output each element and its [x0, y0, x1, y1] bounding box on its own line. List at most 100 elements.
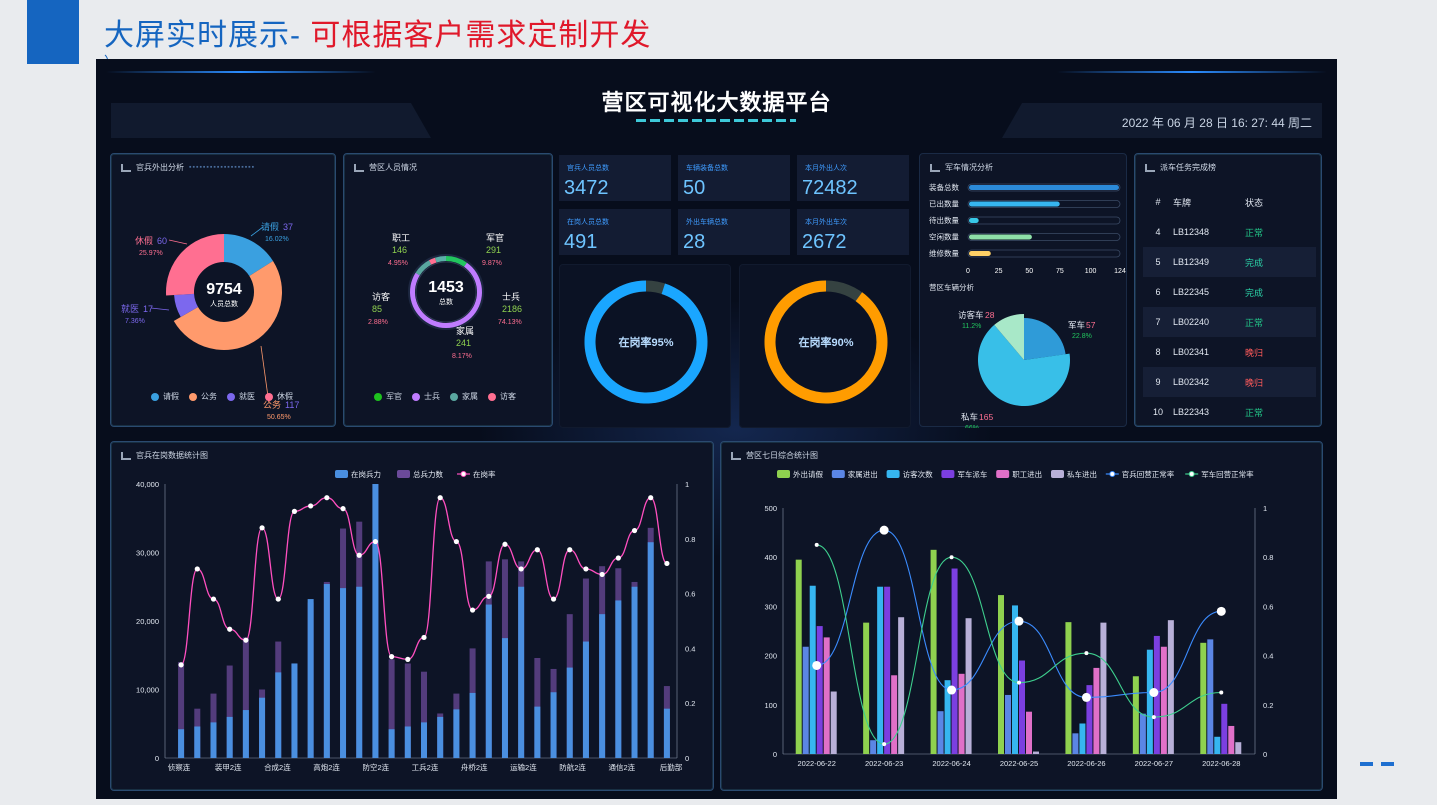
outing-legend-item-2[interactable]: 就医	[227, 391, 255, 402]
rate-point-a-25	[583, 566, 589, 572]
legend-swatch-b-0	[777, 470, 790, 478]
outing-legend: 请假 公务 就医 休假	[151, 391, 293, 402]
y-tick-label-a: 10,000	[136, 686, 159, 695]
bar-b-4-3	[1086, 685, 1093, 754]
outing-slice-3	[166, 234, 224, 296]
bar-onduty-20	[501, 638, 508, 758]
cell-no: 10	[1152, 407, 1163, 417]
gauge-label-1: 在岗率90%	[798, 335, 853, 349]
bar-b-4-4	[1093, 667, 1100, 754]
vehicle-pie-pct-2: 11.2%	[962, 323, 981, 330]
title-deco-dots: ▪▪▪▪▪▪▪▪▪▪▪▪▪▪▪▪▪▪▪	[189, 164, 256, 171]
table-row[interactable]: 10 LB22343 正常	[1143, 397, 1316, 427]
y-tick-label-b: 100	[764, 701, 777, 710]
line-point-b-0-5	[1149, 688, 1159, 697]
bar-b-3-0	[998, 595, 1004, 754]
header-right-plate	[1002, 103, 1322, 138]
cell-status: 正常	[1245, 227, 1264, 238]
bar-onduty-1	[194, 726, 201, 758]
stat-label: 在岗人员总数	[567, 219, 609, 226]
x-tick-label-a: 舟桥2连	[461, 762, 488, 772]
personnel-label-name-4: 家属	[456, 325, 474, 336]
bar-onduty-6	[275, 672, 282, 758]
chart-icon	[121, 451, 131, 460]
rate-point-a-6	[275, 596, 281, 602]
rate-point-a-20	[502, 541, 508, 547]
personnel-legend-item-1[interactable]: 士兵	[412, 391, 440, 402]
outing-label-pct-1: 50.65%	[267, 414, 291, 421]
bar-onduty-15	[421, 722, 427, 758]
line-point-b-0-3	[1014, 616, 1024, 626]
rate-point-a-1	[194, 566, 200, 572]
legend-label-a-0: 在岗兵力	[351, 469, 381, 479]
y2-tick-label-b: 0.2	[1263, 701, 1273, 710]
bar-b-2-4	[958, 673, 965, 754]
bar-b-1-5	[898, 617, 905, 754]
legend-swatch-a-1	[397, 470, 410, 478]
outing-legend-item-1[interactable]: 公务	[189, 391, 217, 402]
vehicle-bar-track-3	[967, 233, 1121, 241]
outing-legend-item-0[interactable]: 请假	[151, 391, 179, 402]
y-tick-label-a: 40,000	[136, 480, 159, 489]
legend-dot-icon	[151, 392, 159, 401]
legend-label: 请假	[163, 392, 179, 401]
bar-b-6-3	[1221, 703, 1228, 754]
table-row[interactable]: 7 LB02240 正常	[1143, 307, 1316, 337]
cell-status: 晚归	[1245, 347, 1264, 358]
stat-value: 2672	[802, 231, 847, 253]
personnel-label-value-1: 291	[486, 245, 501, 255]
bar-onduty-12	[372, 484, 379, 758]
personnel-arc-4	[415, 260, 432, 276]
bar-b-0-0	[795, 559, 802, 754]
bar-b-4-1	[1072, 733, 1079, 754]
vehicle-pie-slice-2	[994, 314, 1024, 360]
personnel-label-value-4: 241	[456, 338, 471, 348]
gauge-panel-2: 在岗率90%	[739, 264, 911, 428]
vehicle-pie-slice-0	[1024, 318, 1066, 360]
table-row[interactable]: 6 LB22345 完成	[1143, 277, 1316, 307]
bar-b-3-3	[1019, 660, 1025, 754]
vehicle-bar-track-2	[967, 216, 1121, 225]
rate-point-a-19	[486, 593, 492, 599]
table-row[interactable]: 5 LB12349 完成	[1143, 247, 1316, 277]
personnel-label-name-3: 士兵	[502, 291, 520, 302]
bar-b-6-4	[1228, 725, 1235, 754]
stat-card-0: 官兵人员总数 3472	[559, 155, 671, 201]
panel-vehicles: 军车情况分析 装备总数 已出数量 待出数量 空闲数量 维修数量 0 25 50 75 100 124…	[919, 153, 1127, 428]
x-tick-label-a: 防航2连	[559, 762, 586, 772]
x-tick-label-a: 运输2连	[510, 762, 537, 772]
line-point-b-0-0	[812, 660, 822, 670]
vehicle-pie-name-2: 访客车	[958, 310, 984, 320]
rate-point-a-11	[356, 552, 362, 558]
bar-total-3	[226, 665, 233, 758]
outing-legend-item-3[interactable]: 休假	[265, 391, 293, 402]
personnel-label-pct-2: 2.88%	[368, 319, 388, 326]
header-line-right	[1057, 71, 1327, 73]
bar-b-0-5	[830, 691, 837, 754]
personnel-legend-item-3[interactable]: 访客	[488, 391, 516, 402]
table-row[interactable]: 9 LB02342 晚归	[1143, 367, 1316, 397]
cell-status: 晚归	[1245, 377, 1264, 388]
legend-swatch-b-5	[1051, 470, 1064, 478]
personnel-arc-1	[446, 256, 467, 267]
bar-b-0-3	[816, 626, 823, 754]
table-row[interactable]: 4 LB12348 正常	[1143, 217, 1316, 247]
panel-personnel: 营区人员情况 1453 总数 职工 146 4.95% 军官 291 9.87% 访客 85 2.8…	[343, 153, 553, 427]
line-point-b-1-4	[1084, 651, 1089, 656]
bar-b-3-2	[1012, 605, 1018, 754]
outing-slice-2	[174, 293, 199, 317]
cell-no: 7	[1155, 317, 1161, 327]
panel-title-dispatch: 派车任务完成榜	[1145, 162, 1216, 173]
legend-swatch-a-dot	[460, 471, 467, 477]
rate-point-a-14	[405, 656, 411, 662]
vehicle-axis-tick-0: 0	[966, 268, 970, 275]
outing-label-name-3: 休假	[135, 235, 153, 246]
cell-status: 正常	[1245, 317, 1264, 328]
cell-plate: LB22345	[1173, 287, 1210, 297]
table-row[interactable]: 8 LB02341 晚归	[1143, 337, 1316, 367]
personnel-legend-item-2[interactable]: 家属	[450, 391, 478, 402]
legend-label: 公务	[201, 392, 217, 401]
personnel-legend-item-0[interactable]: 军官	[374, 391, 402, 402]
line-rate-a	[180, 497, 668, 666]
bar-b-4-2	[1079, 723, 1086, 754]
